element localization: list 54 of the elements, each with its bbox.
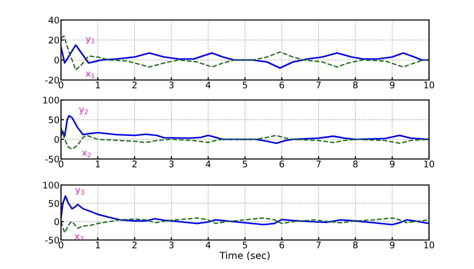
x-tick-label: 1: [96, 160, 100, 168]
x-tick-label: 5: [242, 242, 248, 248]
y-tick-label: 0: [54, 56, 60, 64]
x-tick-label: 9: [390, 242, 394, 248]
x-tick-label: 4: [206, 82, 211, 88]
x-tick-label: 10: [424, 82, 434, 88]
x-tick-label: 9: [390, 160, 394, 168]
series-label: y$_{3}$: [75, 188, 84, 195]
x-tick-label: 8: [353, 242, 358, 248]
series-label: y$_{2}$: [79, 108, 88, 114]
y-tick-label: 100: [43, 182, 60, 189]
y-tick-label: 20: [48, 36, 60, 44]
line-series: [61, 195, 429, 226]
x-tick-label: 2: [132, 82, 137, 88]
x-tick-label: 3: [169, 160, 174, 168]
x-tick-label: 8: [353, 160, 358, 168]
x-tick-label: 10: [424, 242, 434, 248]
y-tick-label: 40: [48, 16, 60, 24]
x-tick-label: 9: [390, 82, 394, 88]
x-tick-label: 7: [316, 82, 321, 88]
series-label: x$_{2}$: [82, 150, 91, 158]
y-tick-label: 100: [43, 96, 60, 104]
x-tick-label: 4: [206, 242, 211, 248]
x-tick-label: 8: [353, 82, 358, 88]
x-tick-label: 6: [280, 160, 284, 168]
x-tick-label: 5: [242, 160, 248, 168]
x-tick-label: 2: [132, 242, 137, 248]
x-tick-label: 7: [316, 242, 321, 248]
x-tick-label: 1: [96, 242, 100, 248]
y-tick-label: 50: [48, 116, 60, 124]
x-tick-label: 2: [132, 160, 137, 168]
x-tick-label: 1: [96, 82, 100, 88]
series-label: y$_{1}$: [86, 36, 94, 44]
y-tick-label: 50: [48, 200, 60, 207]
y-tick-label: 0: [54, 136, 60, 143]
y-tick-label: -20: [45, 76, 60, 84]
line-series: [61, 44, 429, 69]
series-label: x$_{1}$: [86, 72, 94, 78]
x-tick-label: 7: [316, 160, 321, 168]
x-tick-label: 6: [280, 82, 284, 88]
line-series: [61, 126, 429, 150]
x-tick-label: 3: [169, 242, 174, 248]
line-series: [61, 35, 429, 71]
x-axis-title: Time (sec): [220, 252, 270, 260]
x-tick-label: 10: [424, 160, 434, 168]
x-tick-label: 6: [280, 242, 284, 248]
y-tick-label: -50: [45, 156, 60, 163]
line-series: [61, 217, 429, 234]
x-tick-label: 3: [169, 82, 174, 88]
y-tick-label: 0: [54, 218, 60, 226]
x-tick-label: 4: [206, 160, 211, 168]
y-tick-label: -50: [45, 236, 60, 244]
line-series: [61, 114, 429, 144]
x-tick-label: 5: [242, 82, 248, 88]
